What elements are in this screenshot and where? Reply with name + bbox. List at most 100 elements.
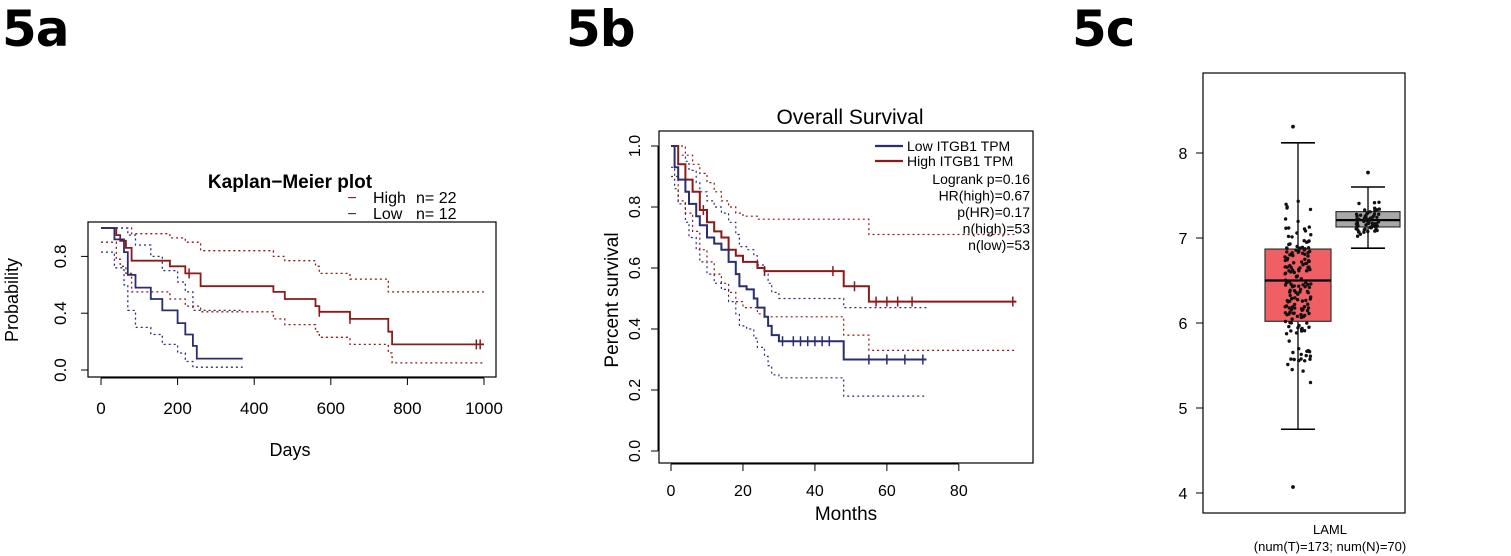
sample-point-tumor bbox=[1293, 306, 1297, 310]
sample-point-tumor bbox=[1290, 317, 1294, 321]
sample-point-tumor bbox=[1290, 367, 1294, 372]
y-tick-label: 0.0 bbox=[51, 358, 70, 382]
sample-point-tumor bbox=[1299, 307, 1304, 311]
sample-point-tumor bbox=[1286, 234, 1291, 239]
sample-point-tumor bbox=[1285, 246, 1289, 250]
overall-survival-plot-5b: 0 20 40 60 80 0.0 0.2 0.4 0.6 0.8 1.0 Months Percent… bbox=[602, 106, 1034, 525]
legend-label-high: High bbox=[373, 190, 406, 207]
sample-point-tumor bbox=[1289, 321, 1294, 325]
x-tick-label: 200 bbox=[163, 399, 191, 418]
sample-point-tumor bbox=[1292, 302, 1297, 307]
sample-point-tumor bbox=[1302, 248, 1307, 252]
sample-point-tumor bbox=[1287, 280, 1292, 284]
y-tick-label: 0.4 bbox=[51, 301, 70, 325]
sample-point-normal bbox=[1373, 229, 1377, 233]
sample-point-tumor bbox=[1296, 326, 1300, 330]
sample-point-normal bbox=[1366, 229, 1370, 234]
sample-point-normal bbox=[1377, 212, 1381, 216]
sample-point-tumor bbox=[1291, 350, 1295, 355]
sample-point-tumor bbox=[1308, 380, 1313, 385]
plot-frame bbox=[87, 221, 497, 378]
y-tick-label: 0.8 bbox=[51, 245, 70, 269]
x-tick-label: 60 bbox=[878, 483, 896, 500]
sample-point-tumor bbox=[1284, 332, 1289, 336]
survival-curve-high bbox=[101, 227, 484, 346]
sample-point-tumor bbox=[1285, 265, 1289, 269]
sample-point-tumor bbox=[1284, 202, 1288, 206]
km-plot-5a: 0 200 400 600 800 1000 0.0 0.4 0.8 Days Probabilit… bbox=[2, 172, 503, 460]
sample-point-tumor bbox=[1288, 242, 1292, 246]
sample-point-normal bbox=[1372, 201, 1377, 205]
sample-point-tumor bbox=[1295, 244, 1299, 249]
sample-point-normal bbox=[1370, 224, 1374, 229]
sample-point-tumor bbox=[1284, 304, 1289, 308]
y-tick-label: 1.0 bbox=[627, 135, 644, 157]
sample-point-tumor bbox=[1287, 324, 1291, 329]
sample-point-tumor bbox=[1309, 282, 1313, 286]
sample-point-normal bbox=[1375, 215, 1379, 219]
y-tick-label: 4 bbox=[1179, 486, 1188, 503]
sample-point-tumor bbox=[1300, 299, 1305, 303]
ci-upper-low bbox=[101, 227, 243, 312]
x-axis-sublabel: (num(T)=173; num(N)=70) bbox=[1254, 539, 1406, 554]
sample-point-tumor bbox=[1283, 283, 1288, 287]
sample-point-tumor bbox=[1301, 263, 1305, 267]
sample-point-tumor bbox=[1301, 369, 1305, 373]
y-tick-label: 0.6 bbox=[627, 257, 644, 279]
sample-point-normal bbox=[1357, 201, 1361, 206]
sample-point-normal bbox=[1354, 222, 1359, 226]
sample-point-tumor bbox=[1297, 284, 1301, 288]
sample-point-tumor bbox=[1292, 261, 1296, 265]
sample-point-tumor bbox=[1306, 306, 1311, 310]
sample-point-tumor bbox=[1306, 246, 1311, 250]
sample-point-normal bbox=[1355, 218, 1359, 222]
sample-point-normal bbox=[1375, 221, 1379, 226]
sample-point-normal bbox=[1373, 206, 1377, 210]
stat-text: p(HR)=0.17 bbox=[957, 204, 1030, 220]
y-tick-label: 5 bbox=[1179, 401, 1188, 418]
sample-point-normal bbox=[1375, 224, 1380, 228]
stat-text: Logrank p=0.16 bbox=[932, 171, 1030, 187]
y-tick-label: 0.2 bbox=[627, 379, 644, 401]
sample-point-tumor bbox=[1304, 240, 1309, 244]
sample-point-tumor bbox=[1288, 253, 1292, 257]
sample-point-tumor bbox=[1285, 250, 1289, 254]
sample-point-tumor bbox=[1303, 359, 1307, 363]
sample-point-tumor bbox=[1299, 313, 1303, 317]
stat-text: n(low)=53 bbox=[968, 237, 1030, 253]
sample-point-tumor bbox=[1306, 259, 1311, 263]
sample-point-tumor bbox=[1295, 298, 1300, 302]
sample-point-tumor bbox=[1308, 354, 1313, 358]
sample-point-tumor bbox=[1295, 231, 1299, 235]
sample-point-tumor bbox=[1308, 249, 1312, 254]
sample-point-tumor bbox=[1304, 281, 1308, 285]
ci-upper-high bbox=[671, 145, 1017, 236]
sample-point-tumor bbox=[1308, 267, 1312, 272]
survival-curve-low bbox=[101, 227, 243, 360]
sample-point-tumor bbox=[1295, 314, 1300, 318]
sample-point-tumor bbox=[1291, 311, 1295, 315]
sample-point-tumor bbox=[1287, 339, 1291, 343]
sample-point-tumor bbox=[1306, 302, 1310, 306]
sample-point-tumor bbox=[1283, 255, 1287, 259]
sample-point-tumor bbox=[1298, 290, 1302, 294]
sample-point-tumor bbox=[1302, 227, 1307, 231]
x-tick-label: 1000 bbox=[465, 399, 503, 418]
sample-point-tumor bbox=[1303, 257, 1307, 261]
sample-point-tumor bbox=[1286, 300, 1290, 304]
y-tick-label: 0.8 bbox=[627, 196, 644, 218]
sample-point-tumor bbox=[1305, 321, 1309, 325]
chart-title: Kaplan−Meier plot bbox=[208, 172, 373, 193]
sample-point-normal bbox=[1366, 221, 1370, 226]
outlier-point-tumor bbox=[1291, 485, 1295, 489]
sample-point-tumor bbox=[1289, 329, 1293, 333]
sample-point-tumor bbox=[1301, 283, 1305, 287]
ci-lower-low bbox=[671, 166, 927, 397]
sample-point-normal bbox=[1355, 225, 1359, 229]
sample-point-tumor bbox=[1299, 260, 1304, 264]
sample-point-tumor bbox=[1287, 226, 1291, 230]
sample-point-tumor bbox=[1285, 258, 1289, 262]
sample-point-normal bbox=[1370, 221, 1374, 225]
sample-point-tumor bbox=[1307, 350, 1312, 354]
